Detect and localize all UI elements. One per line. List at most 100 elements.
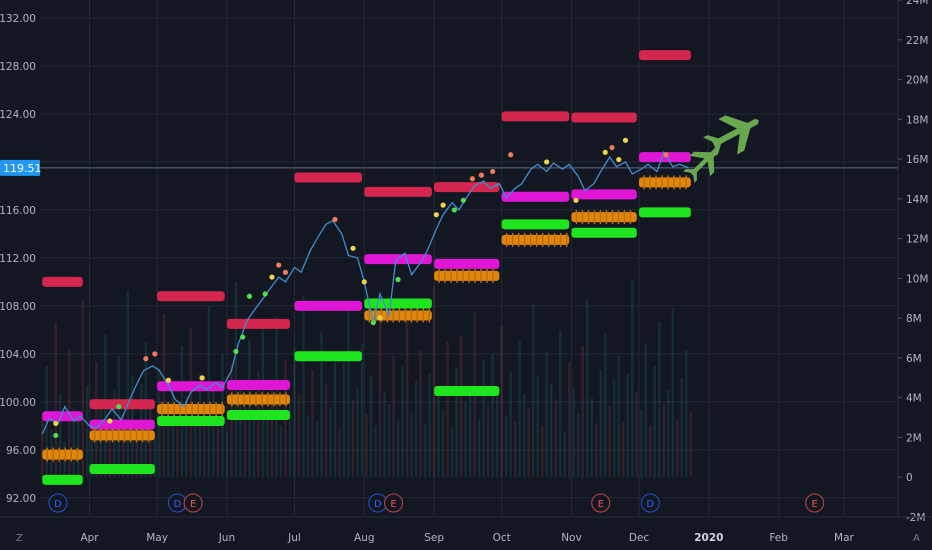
volume-bar bbox=[464, 401, 467, 478]
event-circle bbox=[48, 493, 68, 513]
level-segment-pivot bbox=[226, 380, 290, 391]
level-segment-support_orange bbox=[571, 210, 637, 225]
volume-tick-label: 24M bbox=[906, 0, 928, 7]
volume-bar bbox=[324, 383, 328, 478]
volume-tick-label: 16M bbox=[906, 154, 928, 166]
volume-bar bbox=[617, 355, 620, 478]
price-tick-label: 124.00 bbox=[0, 109, 36, 121]
grid bbox=[40, 0, 898, 517]
volume-bar bbox=[635, 391, 638, 478]
level-segment-pivot bbox=[434, 258, 500, 269]
level-bar bbox=[364, 186, 432, 197]
volume-bar bbox=[144, 342, 148, 478]
volume-bar bbox=[689, 411, 693, 478]
volume-tick-label: 0 bbox=[906, 472, 913, 484]
corner-left-label[interactable]: Z bbox=[16, 533, 23, 544]
volume-bar bbox=[500, 326, 503, 478]
volume-bar bbox=[81, 300, 84, 478]
level-bar bbox=[501, 111, 570, 122]
signal-dot bbox=[240, 334, 246, 340]
price-tick-label: 128.00 bbox=[0, 61, 36, 73]
signal-dot bbox=[370, 320, 376, 326]
time-tick-label: 2020 bbox=[694, 532, 723, 544]
price-axis[interactable]: 92.00 96.00 100.00 104.00 108.00 112.00 116.00… bbox=[0, 13, 36, 505]
event-label: D bbox=[54, 499, 62, 510]
volume-bar bbox=[549, 383, 553, 478]
signal-dot bbox=[451, 207, 457, 213]
volume-bar bbox=[410, 411, 413, 478]
signal-dots bbox=[53, 137, 669, 439]
level-segment-resistance bbox=[157, 291, 225, 302]
volume-bar bbox=[369, 375, 373, 478]
volume-bar bbox=[54, 322, 57, 478]
event-label: E bbox=[390, 499, 396, 510]
level-bar bbox=[294, 300, 363, 311]
volume-bar bbox=[356, 387, 359, 478]
volume-bar bbox=[446, 342, 449, 478]
event-marker-e: E bbox=[805, 493, 825, 513]
time-tick-label: Oct bbox=[493, 532, 511, 544]
time-tick-label: Feb bbox=[769, 532, 788, 544]
volume-bar bbox=[90, 433, 93, 478]
level-segment-resistance bbox=[639, 50, 691, 61]
time-axis[interactable]: Apr May Jun Jul Aug Sep Oct Nov Dec 2020 Feb Mar bbox=[0, 516, 932, 544]
volume-bar bbox=[387, 403, 391, 478]
event-marker-d: D bbox=[48, 493, 68, 513]
volume-tick-label: 20M bbox=[906, 75, 928, 87]
volume-bar bbox=[72, 407, 75, 478]
volume-bar bbox=[572, 387, 575, 478]
volume-bar bbox=[266, 409, 269, 478]
volume-bar bbox=[631, 280, 634, 478]
signal-dot bbox=[395, 276, 401, 283]
volume-bar bbox=[540, 425, 544, 478]
level-bar bbox=[157, 404, 225, 415]
volume-bar bbox=[671, 308, 675, 478]
volume-bar bbox=[680, 377, 684, 478]
level-segment-pivot bbox=[501, 191, 570, 202]
volume-tick-label: 10M bbox=[906, 273, 928, 285]
volume-bar bbox=[428, 373, 431, 478]
volume-bar bbox=[581, 345, 584, 478]
corner-right-label[interactable]: A bbox=[913, 533, 920, 544]
level-segment-pivot bbox=[639, 152, 691, 163]
level-segment-resistance bbox=[89, 399, 155, 410]
level-segment-resistance bbox=[501, 111, 570, 122]
volume-bar bbox=[432, 286, 436, 478]
volume-axis[interactable]: 24M 22M 20M 18M 16M 14M 12M 10M 8M 6M 4M 2M 0 -2M bbox=[897, 0, 928, 524]
volume-bar bbox=[401, 365, 404, 478]
signal-dot bbox=[469, 176, 475, 182]
plane-annotations bbox=[678, 102, 768, 188]
event-circle bbox=[591, 493, 611, 513]
level-bar bbox=[639, 207, 691, 218]
event-label: D bbox=[174, 499, 182, 510]
volume-bar bbox=[545, 351, 548, 478]
event-circle bbox=[640, 493, 660, 513]
level-bar bbox=[571, 189, 637, 200]
volume-bar bbox=[59, 393, 62, 478]
event-label: D bbox=[646, 499, 654, 510]
level-segment-support_green bbox=[157, 416, 225, 427]
time-tick-label: Aug bbox=[354, 532, 375, 544]
level-segment-support_green bbox=[226, 410, 290, 421]
volume-bar bbox=[108, 425, 112, 478]
signal-dot bbox=[143, 356, 149, 362]
signal-dot bbox=[165, 377, 171, 383]
price-tick-label: 96.00 bbox=[6, 445, 36, 457]
signal-dot bbox=[663, 152, 669, 158]
volume-bar bbox=[477, 419, 481, 478]
event-label: E bbox=[812, 499, 818, 510]
volume-bar bbox=[162, 314, 166, 478]
volume-bar bbox=[423, 423, 427, 478]
volume-bar bbox=[315, 421, 319, 478]
price-tick-label: 132.00 bbox=[0, 13, 36, 25]
level-bar bbox=[42, 449, 83, 460]
level-bar bbox=[571, 212, 637, 223]
volume-bar bbox=[189, 328, 193, 478]
volume-bar bbox=[302, 296, 305, 478]
volume-bar bbox=[149, 405, 152, 478]
signal-dot bbox=[53, 420, 59, 427]
signal-dot bbox=[276, 262, 282, 268]
volume-bar bbox=[568, 361, 571, 478]
volume-bar bbox=[459, 336, 463, 478]
